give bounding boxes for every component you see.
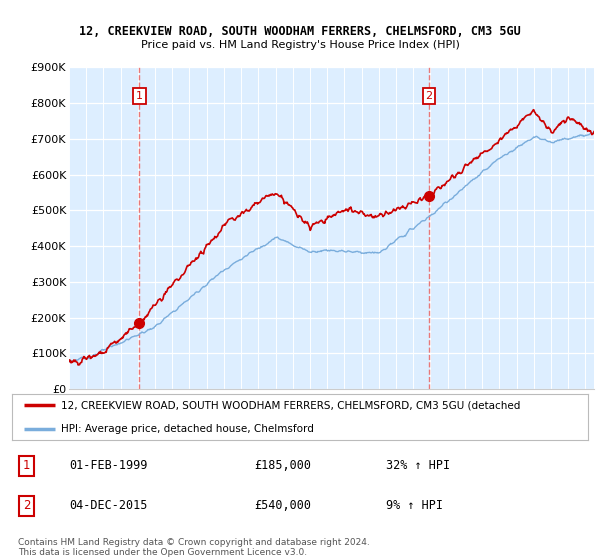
Text: 04-DEC-2015: 04-DEC-2015 — [70, 499, 148, 512]
Text: £185,000: £185,000 — [254, 459, 311, 473]
Text: HPI: Average price, detached house, Chelmsford: HPI: Average price, detached house, Chel… — [61, 424, 314, 435]
Text: 1: 1 — [136, 91, 143, 101]
Text: 9% ↑ HPI: 9% ↑ HPI — [386, 499, 443, 512]
Text: 1: 1 — [23, 459, 30, 473]
Text: Contains HM Land Registry data © Crown copyright and database right 2024.
This d: Contains HM Land Registry data © Crown c… — [18, 538, 370, 557]
Text: 32% ↑ HPI: 32% ↑ HPI — [386, 459, 451, 473]
Text: 12, CREEKVIEW ROAD, SOUTH WOODHAM FERRERS, CHELMSFORD, CM3 5GU (detached: 12, CREEKVIEW ROAD, SOUTH WOODHAM FERRER… — [61, 400, 520, 410]
Text: 2: 2 — [425, 91, 433, 101]
Text: £540,000: £540,000 — [254, 499, 311, 512]
Text: Price paid vs. HM Land Registry's House Price Index (HPI): Price paid vs. HM Land Registry's House … — [140, 40, 460, 50]
Text: 2: 2 — [23, 499, 30, 512]
Text: 01-FEB-1999: 01-FEB-1999 — [70, 459, 148, 473]
Text: 12, CREEKVIEW ROAD, SOUTH WOODHAM FERRERS, CHELMSFORD, CM3 5GU: 12, CREEKVIEW ROAD, SOUTH WOODHAM FERRER… — [79, 25, 521, 38]
